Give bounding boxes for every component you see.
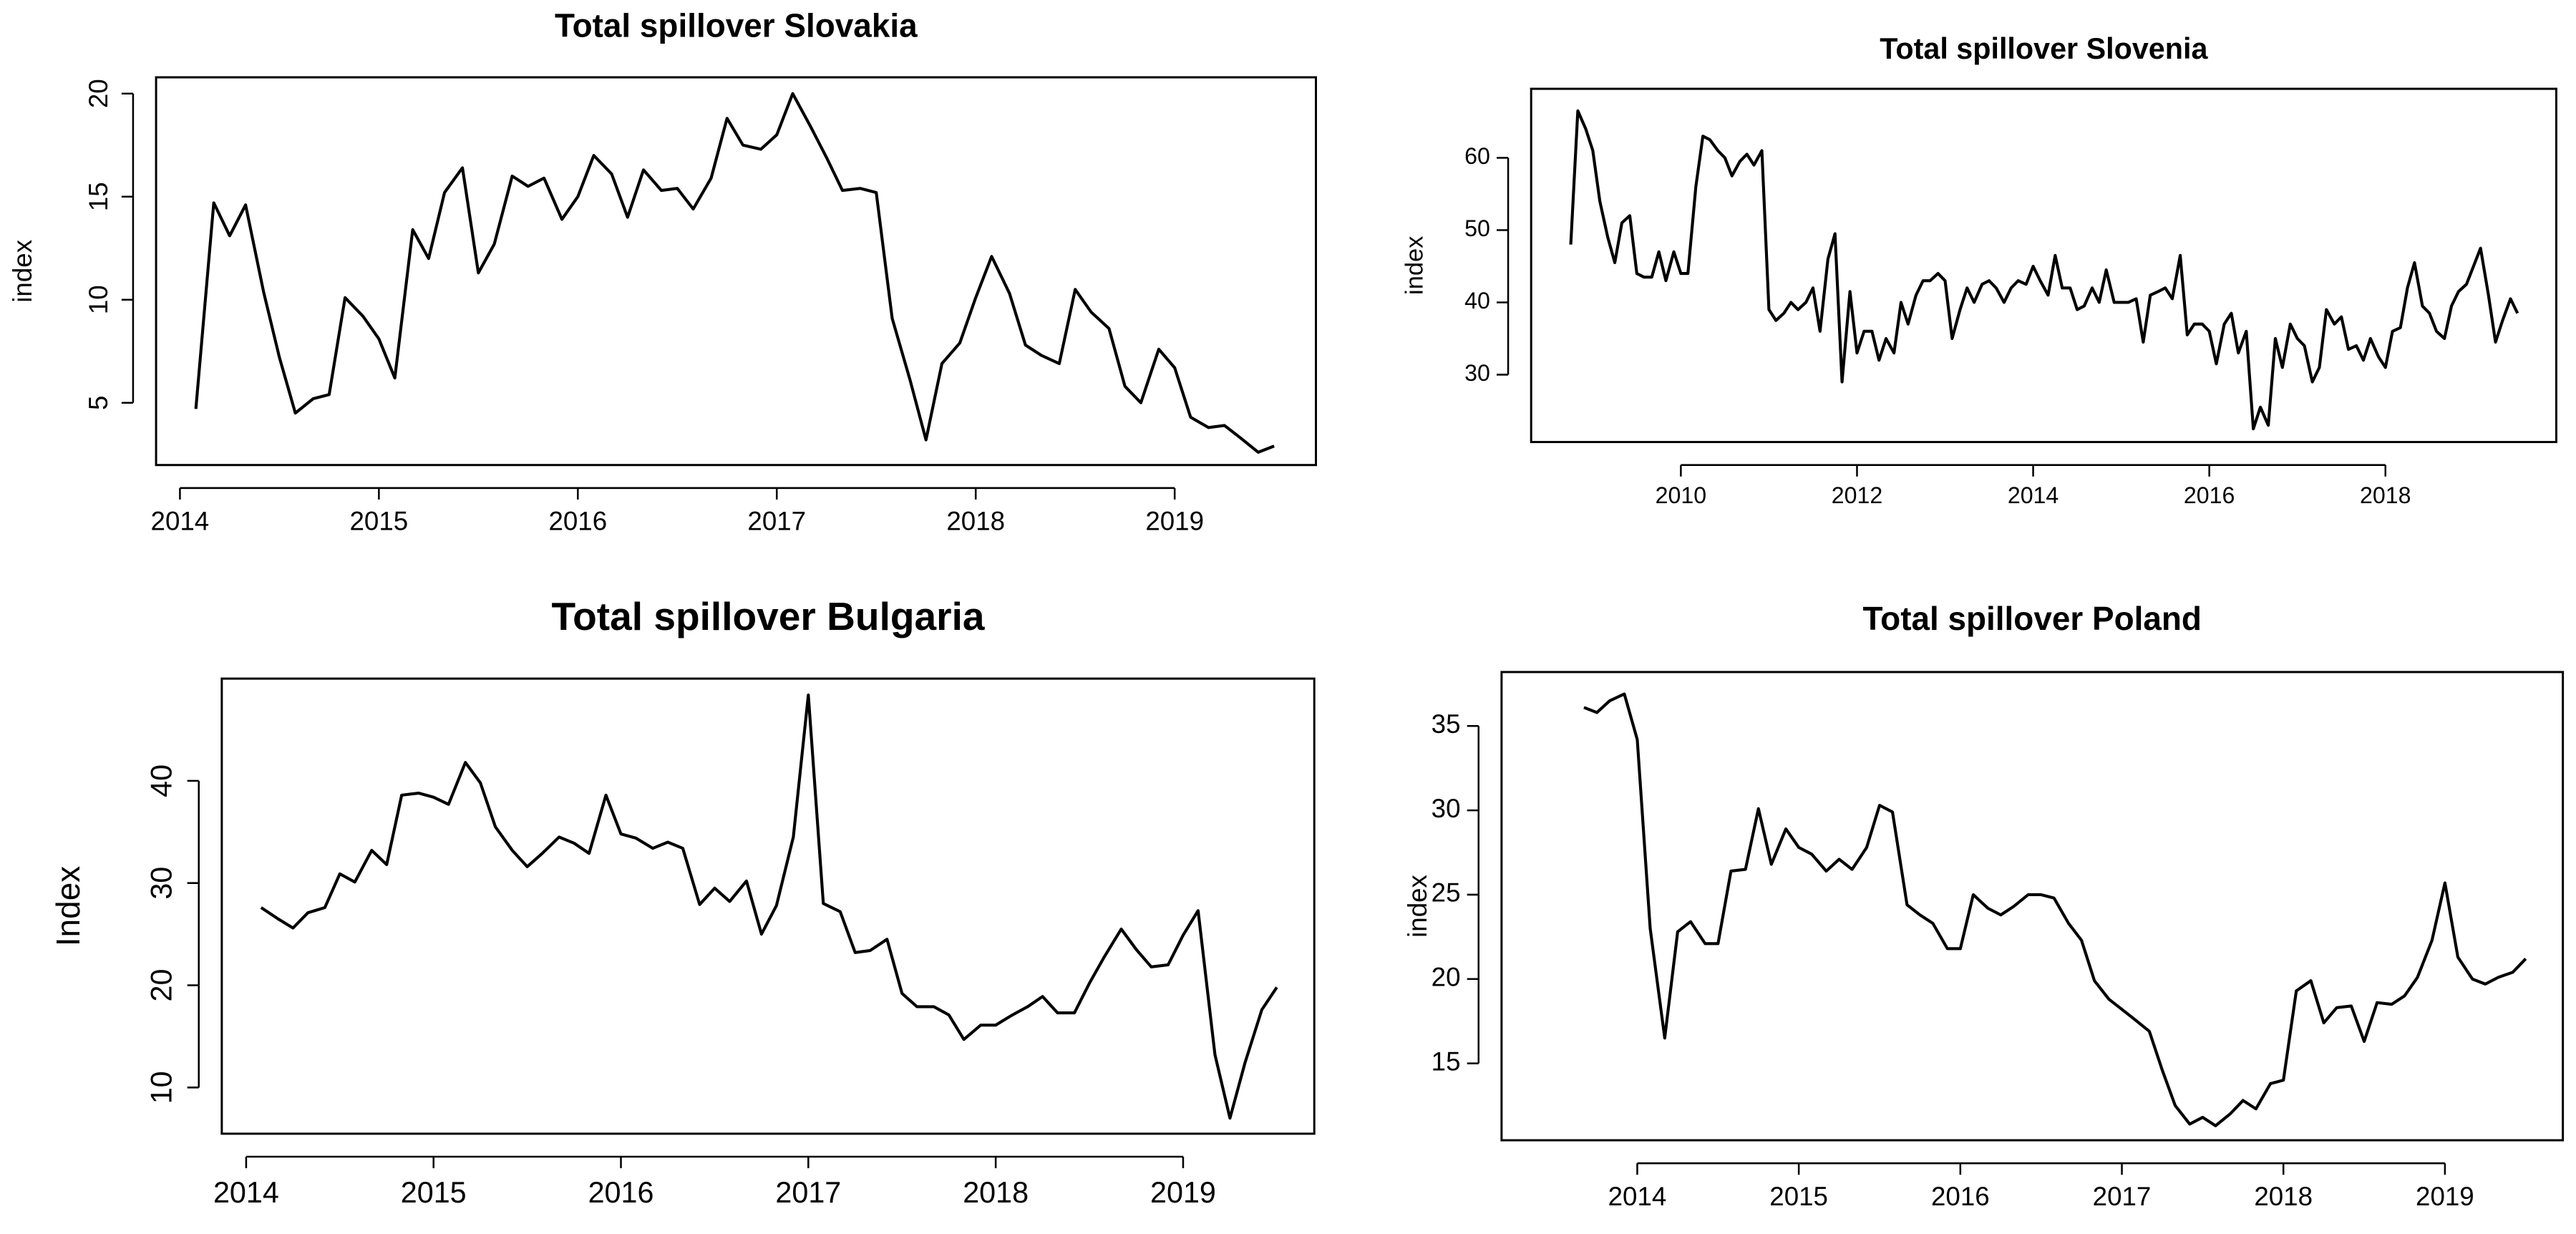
line-series [260, 693, 1278, 1120]
x-tick-label: 2017 [2093, 1182, 2152, 1211]
chart-title: Total spillover Slovenia [1880, 32, 2208, 65]
x-tick-label: 2014 [151, 507, 210, 536]
y-axis-label: index [8, 240, 37, 303]
y-tick-label: 10 [84, 285, 113, 314]
y-tick-label: 5 [84, 396, 113, 410]
y-tick-label: 30 [1464, 360, 1490, 386]
y-tick-label: 20 [145, 969, 178, 1002]
plot-frame [220, 677, 1316, 1135]
y-tick-label: 15 [84, 182, 113, 211]
x-tick-label: 2015 [401, 1176, 467, 1209]
x-tick-label: 2018 [2254, 1182, 2313, 1211]
plot-frame [1500, 671, 2565, 1142]
y-tick-label: 60 [1464, 143, 1490, 169]
y-tick-label: 30 [145, 867, 178, 900]
x-tick-label: 2016 [548, 507, 607, 536]
x-tick-label: 2016 [1931, 1182, 1990, 1211]
panel: Total spillover Slovenia index 2010 2012 201… [1401, 32, 2557, 508]
x-tick-label: 2010 [1656, 482, 1706, 508]
y-tick-label: 40 [145, 764, 178, 797]
line-series [1569, 109, 2519, 431]
y-tick-label: 25 [1432, 878, 1461, 908]
chart-title: Total spillover Bulgaria [552, 594, 985, 638]
chart-title: Total spillover Slovakia [555, 6, 918, 44]
y-tick-label: 20 [1432, 962, 1461, 991]
line-series [1583, 692, 2527, 1127]
x-tick-label: 2018 [946, 507, 1005, 536]
x-tick-label: 2016 [2184, 482, 2235, 508]
x-tick-label: 2012 [1832, 482, 1882, 508]
x-tick-label: 2018 [963, 1176, 1029, 1209]
x-tick-label: 2014 [213, 1176, 279, 1209]
y-axis-label: index [1401, 236, 1429, 295]
y-tick-label: 20 [84, 79, 113, 108]
x-tick-label: 2019 [1145, 507, 1204, 536]
x-tick-label: 2016 [588, 1176, 654, 1209]
y-tick-label: 10 [145, 1071, 178, 1104]
y-tick-label: 40 [1464, 288, 1490, 314]
line-series [194, 92, 1275, 454]
x-tick-label: 2014 [2008, 482, 2059, 508]
y-axis-label: index [1403, 875, 1432, 938]
x-tick-label: 2015 [1769, 1182, 1828, 1211]
y-tick-label: 30 [1432, 794, 1461, 823]
x-tick-label: 2018 [2360, 482, 2411, 508]
y-tick-label: 50 [1464, 215, 1490, 241]
x-tick-label: 2014 [1608, 1182, 1667, 1211]
plot-frame [155, 76, 1318, 467]
y-axis-label: Index [49, 866, 87, 946]
x-tick-label: 2019 [2416, 1182, 2474, 1211]
x-tick-label: 2017 [747, 507, 806, 536]
x-tick-label: 2019 [1150, 1176, 1216, 1209]
y-tick-label: 35 [1432, 709, 1461, 739]
plot-frame [1530, 87, 2557, 444]
chart-title: Total spillover Poland [1863, 600, 2202, 637]
x-tick-label: 2015 [350, 507, 409, 536]
y-tick-label: 15 [1432, 1046, 1461, 1076]
x-tick-label: 2017 [775, 1176, 841, 1209]
